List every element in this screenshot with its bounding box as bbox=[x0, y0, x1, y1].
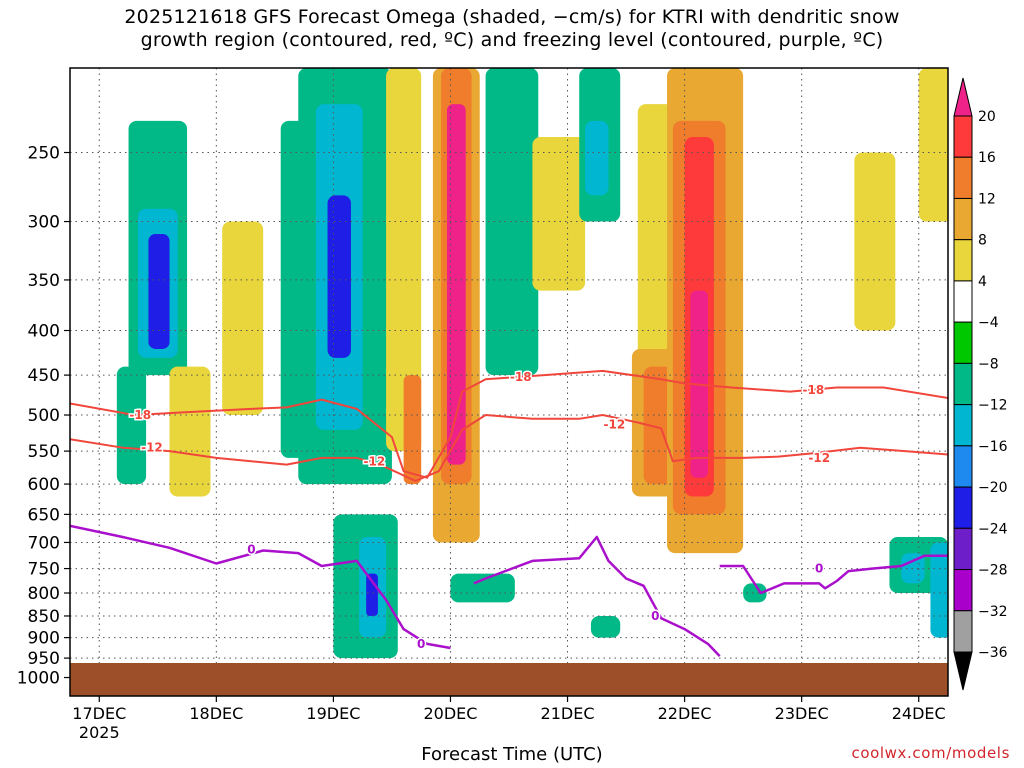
colorbar-swatch bbox=[953, 239, 973, 282]
colorbar-label: 20 bbox=[978, 109, 996, 125]
y-tick-label: 300 bbox=[28, 213, 60, 233]
colorbar-swatch bbox=[953, 610, 973, 653]
omega-cell bbox=[446, 104, 466, 465]
temperature-contours: -18 -18 -18 -12 -12 -12 -12 0 0 0 0 bbox=[70, 368, 948, 657]
colorbar-swatch bbox=[953, 486, 973, 529]
omega-cell bbox=[930, 542, 948, 638]
x-tick-label: 20DEC bbox=[423, 704, 477, 723]
colorbar-label: −24 bbox=[978, 521, 1008, 537]
contour-line bbox=[719, 554, 948, 595]
contour-label: -12 bbox=[604, 418, 626, 432]
omega-cell bbox=[918, 68, 948, 222]
colorbar-swatch bbox=[953, 445, 973, 488]
y-tick-label: 350 bbox=[28, 271, 60, 291]
omega-cell bbox=[222, 221, 264, 416]
colorbar: 20 16 12 8 4 −4 −8 −12 −16 −20 −24 −28 −32 −36 bbox=[953, 77, 1008, 691]
colorbar-swatch bbox=[953, 527, 973, 571]
omega-cell bbox=[743, 583, 767, 603]
colorbar-swatch bbox=[953, 115, 973, 158]
colorbar-label: −8 bbox=[978, 356, 999, 372]
ground-fill bbox=[70, 663, 948, 696]
omega-cell bbox=[403, 375, 422, 485]
omega-cell bbox=[585, 120, 609, 196]
x-tick-label: 24DEC bbox=[892, 704, 946, 723]
y-tick-label: 850 bbox=[28, 607, 60, 627]
terrain-band bbox=[70, 663, 948, 696]
contour-label: -18 bbox=[803, 383, 825, 397]
y-tick-label: 600 bbox=[28, 475, 60, 495]
omega-cell bbox=[148, 233, 170, 349]
contour-label: 0 bbox=[651, 609, 659, 623]
colorbar-label: −12 bbox=[978, 398, 1008, 414]
contour-label: -18 bbox=[129, 408, 151, 422]
colorbar-label: −36 bbox=[978, 645, 1008, 661]
colorbar-label: −20 bbox=[978, 480, 1008, 496]
omega-cell bbox=[386, 68, 422, 452]
omega-cell bbox=[327, 195, 351, 358]
y-tick-label: 400 bbox=[28, 322, 60, 342]
y-tick-label: 250 bbox=[28, 144, 60, 164]
colorbar-bottom-arrow bbox=[953, 651, 973, 691]
omega-cell bbox=[169, 366, 211, 497]
colorbar-swatch bbox=[953, 197, 973, 241]
x-tick-label: 21DEC bbox=[541, 704, 595, 723]
y-tick-label: 550 bbox=[28, 442, 60, 462]
y-tick-label: 900 bbox=[28, 629, 60, 649]
x-tick-label: 19DEC bbox=[306, 704, 360, 723]
x-tick-label: 17DEC bbox=[72, 704, 126, 723]
contour-line bbox=[473, 535, 721, 657]
x-tick-label: 23DEC bbox=[775, 704, 829, 723]
y-tick-label: 950 bbox=[28, 649, 60, 669]
colorbar-label: 16 bbox=[978, 150, 996, 166]
chart-title-line1: 2025121618 GFS Forecast Omega (shaded, −… bbox=[124, 6, 900, 28]
contour-line bbox=[70, 369, 948, 479]
colorbar-swatch bbox=[953, 280, 973, 323]
y-axis: 2503003504004505005506006507007508008509… bbox=[17, 144, 70, 689]
colorbar-label: 12 bbox=[978, 191, 996, 207]
contour-label: -12 bbox=[808, 451, 830, 465]
x-tick-label: 22DEC bbox=[658, 704, 712, 723]
colorbar-label: 8 bbox=[978, 233, 987, 249]
contour-label: -12 bbox=[364, 454, 386, 468]
y-tick-label: 650 bbox=[28, 505, 60, 525]
chart-title-line2: growth region (contoured, red, ºC) and f… bbox=[140, 29, 884, 51]
colorbar-label: −28 bbox=[978, 563, 1008, 579]
omega-cell bbox=[116, 366, 147, 485]
contour-label: 0 bbox=[417, 637, 425, 651]
colorbar-label: −32 bbox=[978, 604, 1008, 620]
omega-cell bbox=[485, 68, 539, 376]
contour-label: 0 bbox=[815, 562, 823, 576]
colorbar-label: 4 bbox=[978, 274, 987, 290]
omega-cell bbox=[854, 152, 896, 331]
omega-cell bbox=[532, 137, 586, 291]
y-tick-label: 450 bbox=[28, 366, 60, 386]
contour-line bbox=[70, 414, 948, 482]
colorbar-swatch bbox=[953, 321, 973, 364]
colorbar-top-arrow bbox=[953, 77, 973, 117]
omega-cell bbox=[590, 615, 621, 638]
y-tick-label: 800 bbox=[28, 584, 60, 604]
colorbar-label: −16 bbox=[978, 439, 1008, 455]
plot-frame bbox=[69, 67, 949, 697]
credit-link[interactable]: coolwx.com/models bbox=[851, 744, 1010, 762]
colorbar-swatch bbox=[953, 569, 973, 612]
x-tick-label: 18DEC bbox=[189, 704, 243, 723]
colorbar-swatch bbox=[953, 156, 973, 199]
y-tick-label: 1000 bbox=[17, 669, 60, 689]
x-tick-year: 2025 bbox=[79, 723, 120, 742]
contour-label: -12 bbox=[141, 441, 163, 455]
colorbar-label: −4 bbox=[978, 315, 999, 331]
colorbar-swatch bbox=[953, 362, 973, 406]
contour-line bbox=[70, 524, 451, 650]
x-axis-title: Forecast Time (UTC) bbox=[421, 744, 603, 765]
colorbar-swatch bbox=[953, 404, 973, 447]
contour-label: -18 bbox=[510, 370, 532, 384]
contour-label: 0 bbox=[247, 542, 255, 556]
omega-cell bbox=[450, 573, 515, 603]
y-tick-label: 750 bbox=[28, 560, 60, 580]
y-tick-label: 500 bbox=[28, 406, 60, 426]
y-tick-label: 700 bbox=[28, 533, 60, 553]
